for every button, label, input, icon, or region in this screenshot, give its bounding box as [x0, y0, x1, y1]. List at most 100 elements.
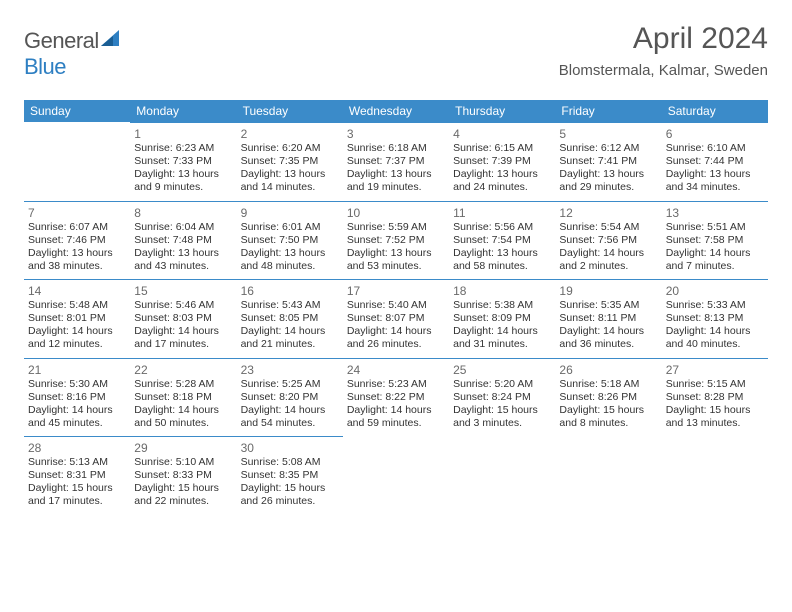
- day-number: 17: [347, 282, 445, 299]
- day-info: Sunrise: 5:56 AMSunset: 7:54 PMDaylight:…: [453, 221, 551, 274]
- sunrise-text: Sunrise: 5:08 AM: [241, 456, 339, 469]
- week-row: 21Sunrise: 5:30 AMSunset: 8:16 PMDayligh…: [24, 358, 768, 437]
- daylight-text: Daylight: 14 hours and 59 minutes.: [347, 404, 445, 430]
- day-number: 13: [666, 204, 764, 221]
- sunrise-text: Sunrise: 5:46 AM: [134, 299, 232, 312]
- day-cell: 14Sunrise: 5:48 AMSunset: 8:01 PMDayligh…: [24, 279, 130, 358]
- day-cell: 30Sunrise: 5:08 AMSunset: 8:35 PMDayligh…: [237, 436, 343, 515]
- day-cell: 11Sunrise: 5:56 AMSunset: 7:54 PMDayligh…: [449, 201, 555, 280]
- day-number: 19: [559, 282, 657, 299]
- sunrise-text: Sunrise: 6:12 AM: [559, 142, 657, 155]
- sunset-text: Sunset: 7:46 PM: [28, 234, 126, 247]
- day-cell: 12Sunrise: 5:54 AMSunset: 7:56 PMDayligh…: [555, 201, 661, 280]
- sunset-text: Sunset: 8:05 PM: [241, 312, 339, 325]
- day-info: Sunrise: 5:59 AMSunset: 7:52 PMDaylight:…: [347, 221, 445, 274]
- daylight-text: Daylight: 14 hours and 45 minutes.: [28, 404, 126, 430]
- day-cell: 18Sunrise: 5:38 AMSunset: 8:09 PMDayligh…: [449, 279, 555, 358]
- day-cell: 16Sunrise: 5:43 AMSunset: 8:05 PMDayligh…: [237, 279, 343, 358]
- day-cell: [343, 436, 449, 515]
- day-number: 1: [134, 125, 232, 142]
- sunset-text: Sunset: 8:33 PM: [134, 469, 232, 482]
- day-cell: 3Sunrise: 6:18 AMSunset: 7:37 PMDaylight…: [343, 122, 449, 201]
- daylight-text: Daylight: 13 hours and 58 minutes.: [453, 247, 551, 273]
- sunrise-text: Sunrise: 5:25 AM: [241, 378, 339, 391]
- day-info: Sunrise: 6:20 AMSunset: 7:35 PMDaylight:…: [241, 142, 339, 195]
- day-cell: 10Sunrise: 5:59 AMSunset: 7:52 PMDayligh…: [343, 201, 449, 280]
- day-header: Friday: [555, 100, 661, 122]
- sunset-text: Sunset: 7:33 PM: [134, 155, 232, 168]
- daylight-text: Daylight: 14 hours and 31 minutes.: [453, 325, 551, 351]
- sunset-text: Sunset: 8:31 PM: [28, 469, 126, 482]
- sunset-text: Sunset: 7:48 PM: [134, 234, 232, 247]
- daylight-text: Daylight: 15 hours and 22 minutes.: [134, 482, 232, 508]
- day-info: Sunrise: 6:23 AMSunset: 7:33 PMDaylight:…: [134, 142, 232, 195]
- day-number: 5: [559, 125, 657, 142]
- sunrise-text: Sunrise: 5:43 AM: [241, 299, 339, 312]
- daylight-text: Daylight: 13 hours and 38 minutes.: [28, 247, 126, 273]
- day-info: Sunrise: 6:01 AMSunset: 7:50 PMDaylight:…: [241, 221, 339, 274]
- day-number: 22: [134, 361, 232, 378]
- day-info: Sunrise: 5:23 AMSunset: 8:22 PMDaylight:…: [347, 378, 445, 431]
- day-info: Sunrise: 5:10 AMSunset: 8:33 PMDaylight:…: [134, 456, 232, 509]
- logo-text-gray: General: [24, 28, 99, 53]
- day-number: 27: [666, 361, 764, 378]
- sunset-text: Sunset: 7:52 PM: [347, 234, 445, 247]
- day-info: Sunrise: 5:51 AMSunset: 7:58 PMDaylight:…: [666, 221, 764, 274]
- day-number: 14: [28, 282, 126, 299]
- calendar-table: Sunday Monday Tuesday Wednesday Thursday…: [24, 100, 768, 515]
- day-info: Sunrise: 5:33 AMSunset: 8:13 PMDaylight:…: [666, 299, 764, 352]
- sunrise-text: Sunrise: 5:18 AM: [559, 378, 657, 391]
- week-row: 28Sunrise: 5:13 AMSunset: 8:31 PMDayligh…: [24, 436, 768, 515]
- day-cell: 9Sunrise: 6:01 AMSunset: 7:50 PMDaylight…: [237, 201, 343, 280]
- day-number: 24: [347, 361, 445, 378]
- daylight-text: Daylight: 14 hours and 21 minutes.: [241, 325, 339, 351]
- sunset-text: Sunset: 8:18 PM: [134, 391, 232, 404]
- daylight-text: Daylight: 14 hours and 50 minutes.: [134, 404, 232, 430]
- sunset-text: Sunset: 8:09 PM: [453, 312, 551, 325]
- sunrise-text: Sunrise: 5:15 AM: [666, 378, 764, 391]
- sunset-text: Sunset: 8:35 PM: [241, 469, 339, 482]
- day-number: 12: [559, 204, 657, 221]
- header: GeneralBlue April 2024 Blomstermala, Kal…: [0, 0, 792, 90]
- daylight-text: Daylight: 13 hours and 34 minutes.: [666, 168, 764, 194]
- day-number: 9: [241, 204, 339, 221]
- daylight-text: Daylight: 14 hours and 36 minutes.: [559, 325, 657, 351]
- sunrise-text: Sunrise: 5:30 AM: [28, 378, 126, 391]
- page-title: April 2024: [559, 22, 768, 56]
- sunrise-text: Sunrise: 5:20 AM: [453, 378, 551, 391]
- day-number: 8: [134, 204, 232, 221]
- title-block: April 2024 Blomstermala, Kalmar, Sweden: [559, 22, 768, 79]
- daylight-text: Daylight: 15 hours and 17 minutes.: [28, 482, 126, 508]
- day-number: 20: [666, 282, 764, 299]
- day-header-row: Sunday Monday Tuesday Wednesday Thursday…: [24, 100, 768, 122]
- day-cell: 19Sunrise: 5:35 AMSunset: 8:11 PMDayligh…: [555, 279, 661, 358]
- day-number: 18: [453, 282, 551, 299]
- sunset-text: Sunset: 7:39 PM: [453, 155, 551, 168]
- sunset-text: Sunset: 8:11 PM: [559, 312, 657, 325]
- day-cell: 25Sunrise: 5:20 AMSunset: 8:24 PMDayligh…: [449, 358, 555, 437]
- sunset-text: Sunset: 8:20 PM: [241, 391, 339, 404]
- daylight-text: Daylight: 13 hours and 43 minutes.: [134, 247, 232, 273]
- sunset-text: Sunset: 8:22 PM: [347, 391, 445, 404]
- week-row: 1Sunrise: 6:23 AMSunset: 7:33 PMDaylight…: [24, 122, 768, 201]
- day-info: Sunrise: 5:43 AMSunset: 8:05 PMDaylight:…: [241, 299, 339, 352]
- logo: GeneralBlue: [24, 28, 123, 80]
- sunset-text: Sunset: 7:54 PM: [453, 234, 551, 247]
- sunset-text: Sunset: 8:07 PM: [347, 312, 445, 325]
- day-info: Sunrise: 5:38 AMSunset: 8:09 PMDaylight:…: [453, 299, 551, 352]
- week-row: 14Sunrise: 5:48 AMSunset: 8:01 PMDayligh…: [24, 279, 768, 358]
- daylight-text: Daylight: 14 hours and 7 minutes.: [666, 247, 764, 273]
- day-cell: 6Sunrise: 6:10 AMSunset: 7:44 PMDaylight…: [662, 122, 768, 201]
- day-info: Sunrise: 6:04 AMSunset: 7:48 PMDaylight:…: [134, 221, 232, 274]
- sunrise-text: Sunrise: 6:23 AM: [134, 142, 232, 155]
- day-cell: 7Sunrise: 6:07 AMSunset: 7:46 PMDaylight…: [24, 201, 130, 280]
- sunrise-text: Sunrise: 5:13 AM: [28, 456, 126, 469]
- day-info: Sunrise: 5:40 AMSunset: 8:07 PMDaylight:…: [347, 299, 445, 352]
- daylight-text: Daylight: 15 hours and 26 minutes.: [241, 482, 339, 508]
- sunrise-text: Sunrise: 6:04 AM: [134, 221, 232, 234]
- day-number: 16: [241, 282, 339, 299]
- daylight-text: Daylight: 13 hours and 53 minutes.: [347, 247, 445, 273]
- day-number: 26: [559, 361, 657, 378]
- day-number: 21: [28, 361, 126, 378]
- day-cell: [24, 122, 130, 201]
